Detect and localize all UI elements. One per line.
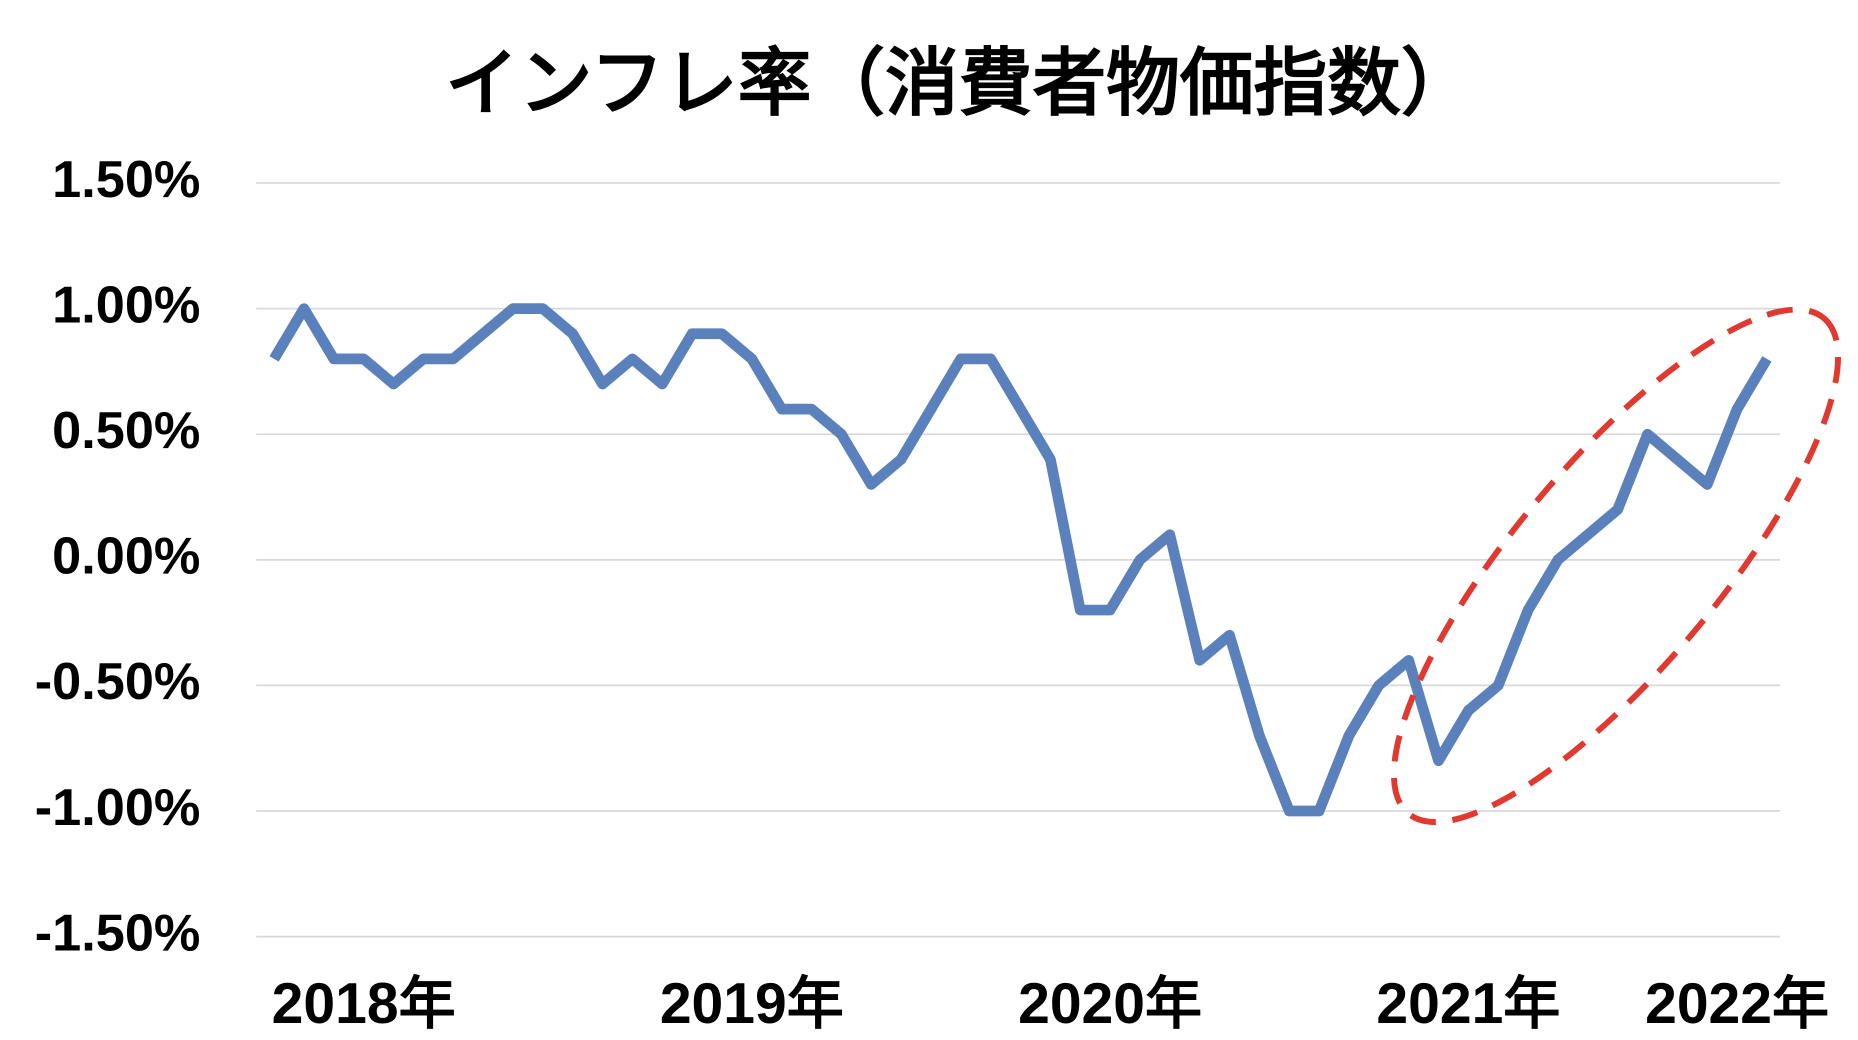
y-tick-label: -1.50% [35, 904, 201, 962]
plot-area: -1.50% -1.00% -0.50% 0.00% 0.50% 1.00% 1.50% 20… [35, 151, 1829, 1036]
y-tick-label: -0.50% [35, 653, 201, 711]
y-tick-label: 0.50% [52, 402, 200, 460]
y-tick-label: 1.50% [52, 151, 200, 209]
highlight-ellipse [1390, 306, 1842, 825]
series-line [269, 303, 1772, 817]
y-tick-label: 1.00% [52, 276, 200, 334]
y-tick-label: -1.00% [35, 779, 201, 837]
x-tick-label: 2021年 [1376, 972, 1560, 1036]
x-tick-label: 2018年 [272, 972, 456, 1036]
x-tick-label: 2022年 [1645, 972, 1829, 1036]
x-tick-label: 2020年 [1018, 972, 1202, 1036]
y-tick-label: 0.00% [52, 528, 200, 586]
x-tick-label: 2019年 [660, 972, 844, 1036]
chart-title: インフレ率（消費者物価指数） [445, 42, 1474, 125]
